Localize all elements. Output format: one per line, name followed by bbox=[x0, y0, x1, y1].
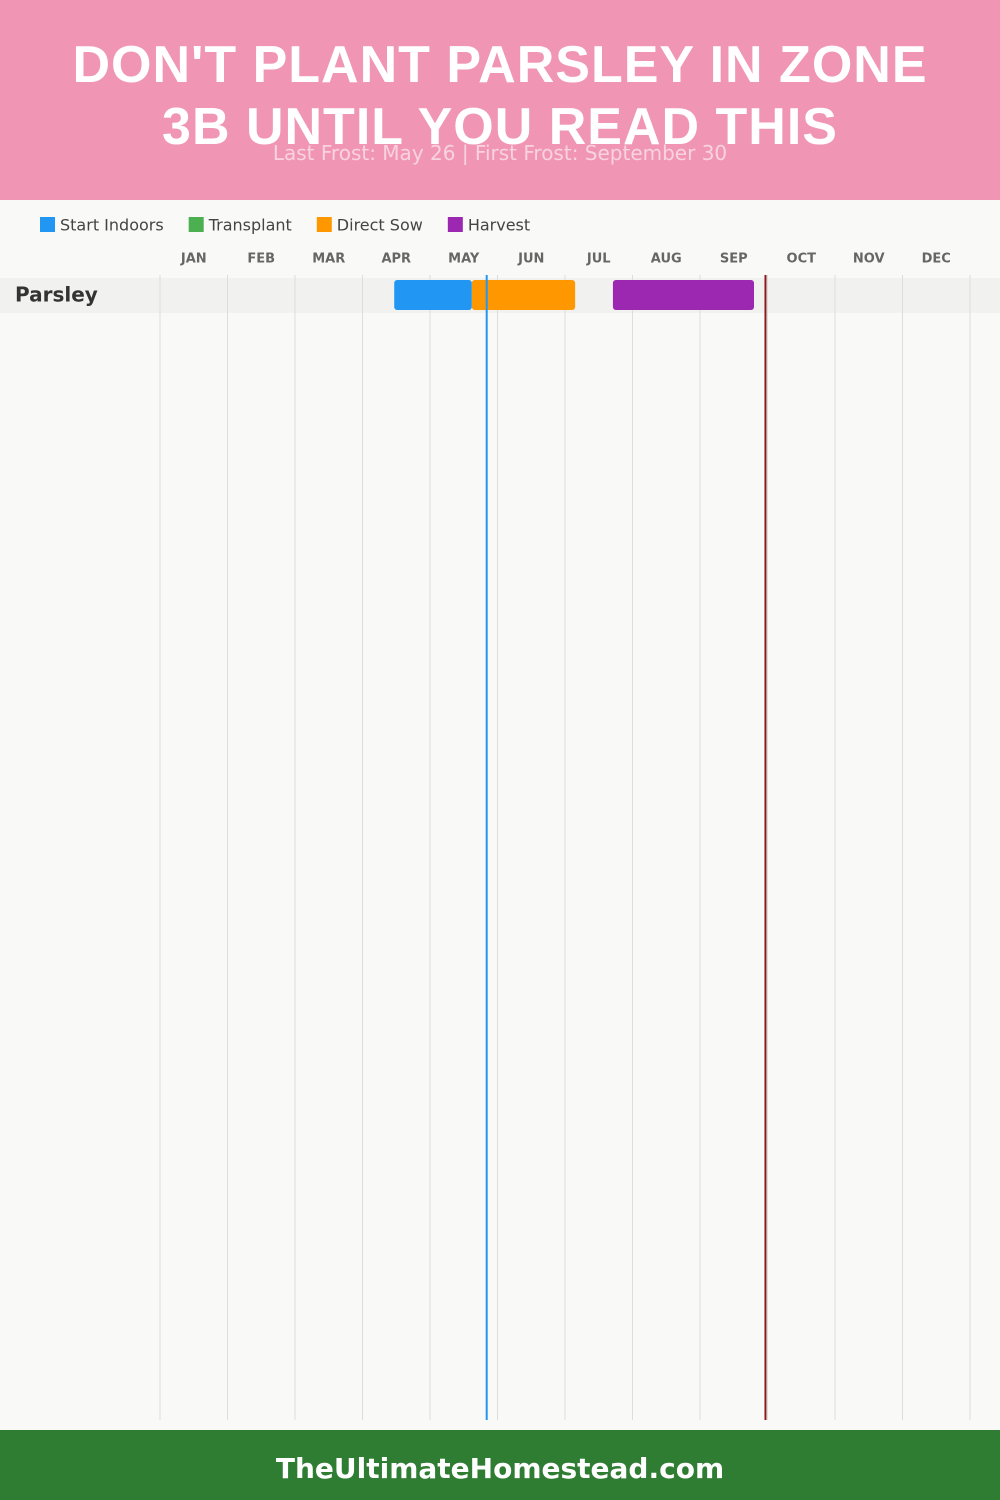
legend-swatch bbox=[40, 217, 55, 232]
legend-label: Transplant bbox=[208, 216, 292, 235]
footer: TheUltimateHomestead.com bbox=[0, 1430, 1000, 1500]
header: DON'T PLANT PARSLEY IN ZONE 3B UNTIL YOU… bbox=[0, 0, 1000, 200]
x-tick-label: FEB bbox=[247, 252, 275, 267]
x-tick-label: APR bbox=[381, 252, 411, 267]
chart-title: DON'T PLANT PARSLEY IN ZONE 3B UNTIL YOU… bbox=[72, 36, 928, 156]
x-tick-label: DEC bbox=[922, 252, 951, 267]
x-tick-label: MAY bbox=[448, 252, 480, 267]
legend-label: Harvest bbox=[468, 216, 530, 235]
legend-label: Start Indoors bbox=[60, 216, 164, 235]
x-tick-label: SEP bbox=[720, 252, 748, 267]
legend-swatch bbox=[447, 217, 463, 232]
x-tick-label: JUN bbox=[517, 252, 544, 267]
legend-swatch bbox=[188, 217, 204, 232]
chart: Start Indoors Transplant Direct Sow Harvest… bbox=[15, 215, 971, 1420]
bar bbox=[471, 280, 576, 310]
x-tick-label: AUG bbox=[651, 252, 682, 267]
chart-subtitle: Last Frost: May 26 | First Frost: Septem… bbox=[272, 141, 728, 165]
row-label: Parsley bbox=[15, 283, 98, 307]
bar bbox=[612, 280, 754, 310]
x-tick-label: OCT bbox=[787, 252, 817, 267]
x-tick-label: JAN bbox=[180, 252, 207, 267]
x-tick-label: NOV bbox=[853, 252, 885, 267]
x-tick-label: JUL bbox=[586, 252, 611, 267]
legend-swatch bbox=[316, 217, 332, 232]
legend-label: Direct Sow bbox=[337, 216, 423, 235]
bar bbox=[394, 280, 472, 310]
x-tick-label: MAR bbox=[312, 252, 345, 267]
footer-text: TheUltimateHomestead.com bbox=[275, 1452, 725, 1485]
